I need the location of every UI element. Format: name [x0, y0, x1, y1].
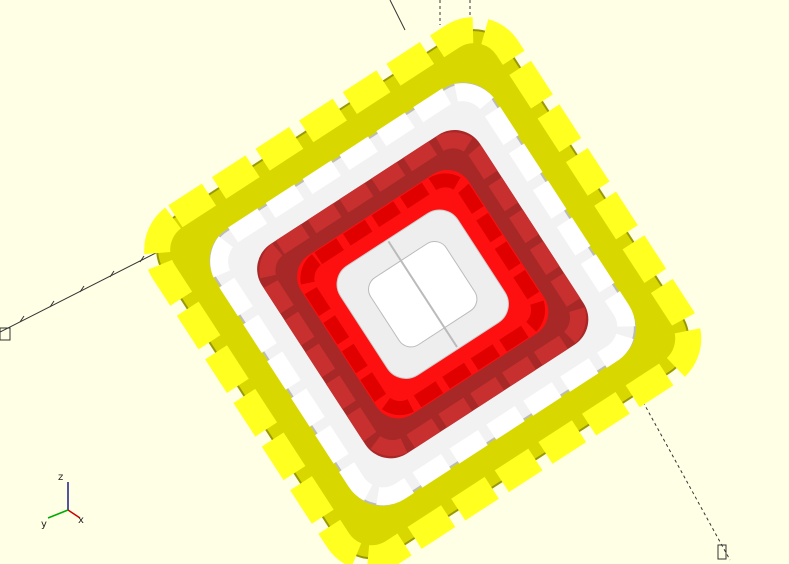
- model: [144, 17, 702, 564]
- axis-gizmo: z x y: [41, 472, 84, 530]
- axis-end-label: [717, 544, 727, 560]
- ring-red-segments: [300, 173, 546, 416]
- axis-line: [389, 0, 406, 31]
- ring-yellow-segments: [144, 17, 702, 564]
- ring-white-segments: [210, 83, 636, 506]
- gizmo-x-label: x: [78, 515, 84, 526]
- gizmo-y: [47, 509, 69, 519]
- axis-end-label: [0, 327, 11, 341]
- gizmo-y-label: y: [41, 519, 47, 530]
- ring-darkred-segments: [259, 132, 587, 457]
- gizmo-z-label: z: [58, 472, 63, 483]
- gizmo-x: [67, 509, 81, 519]
- core-seam: [387, 240, 458, 348]
